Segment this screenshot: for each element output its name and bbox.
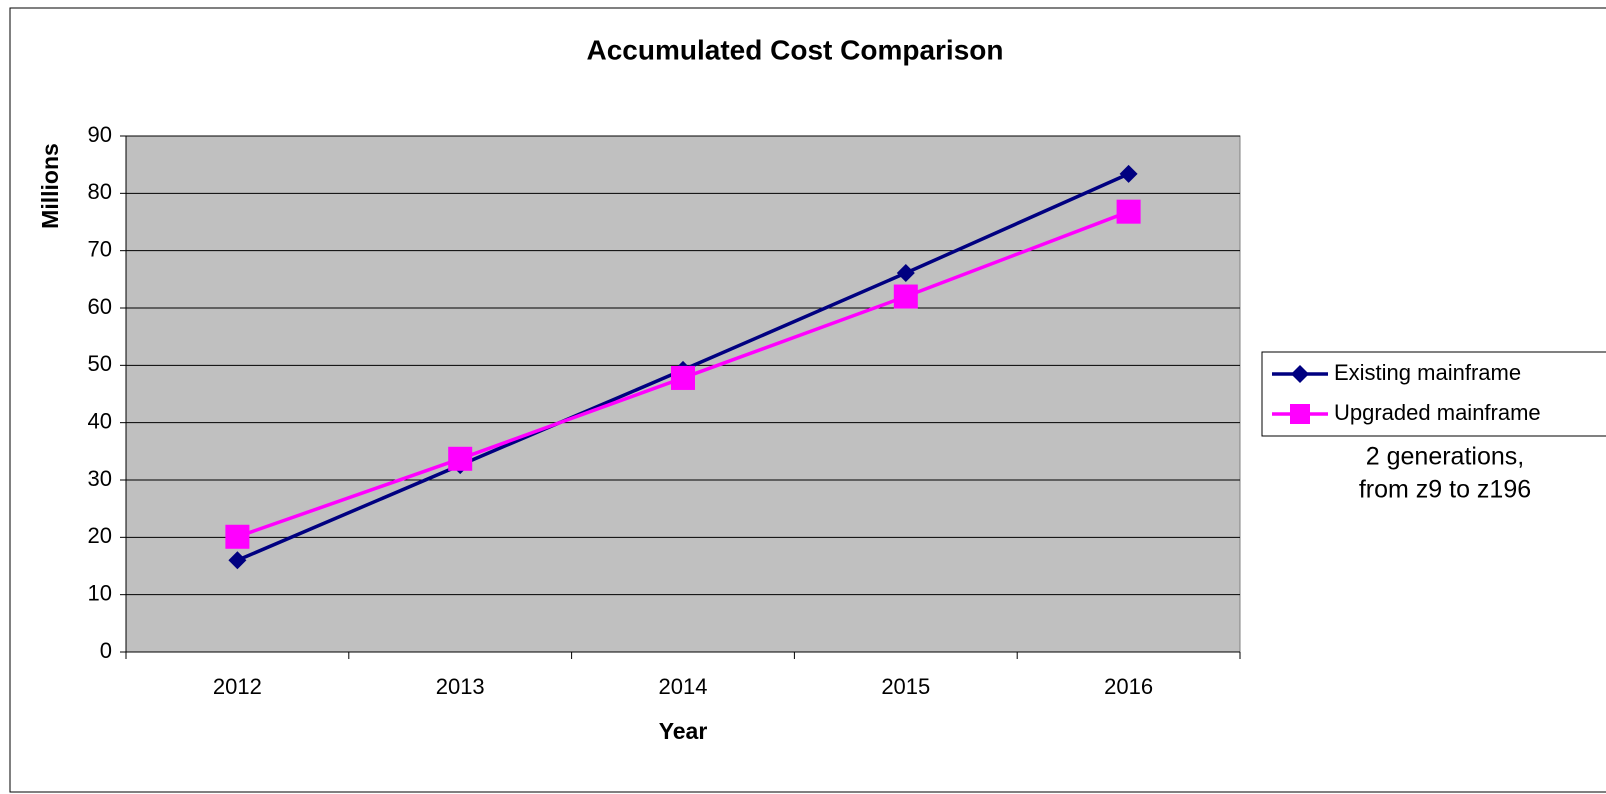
plot-area xyxy=(125,135,1241,653)
marker xyxy=(671,365,695,390)
legend-marker xyxy=(1290,404,1310,424)
x-tick-label: 2013 xyxy=(436,674,485,699)
y-tick-label: 0 xyxy=(100,638,112,663)
annotation: from z9 to z196 xyxy=(1359,476,1531,504)
x-tick-label: 2014 xyxy=(659,674,708,699)
legend-label: Existing mainframe xyxy=(1334,360,1521,385)
x-axis-label: Year xyxy=(659,718,708,744)
marker xyxy=(893,284,918,309)
annotation: 2 generations, xyxy=(1366,443,1524,471)
marker xyxy=(448,446,473,471)
y-tick-label: 20 xyxy=(88,523,112,548)
marker xyxy=(1116,199,1141,224)
x-tick-label: 2012 xyxy=(213,674,262,699)
y-tick-label: 10 xyxy=(88,580,112,605)
legend-marker xyxy=(1291,365,1309,383)
y-tick-label: 30 xyxy=(88,466,112,491)
legend-box xyxy=(1261,351,1606,437)
y-tick-label: 70 xyxy=(88,236,112,261)
x-tick-label: 2015 xyxy=(881,674,930,699)
x-tick-label: 2016 xyxy=(1104,674,1153,699)
y-tick-label: 50 xyxy=(88,351,112,376)
chart-title: Accumulated Cost Comparison xyxy=(587,34,1004,65)
legend-label: Upgraded mainframe xyxy=(1334,400,1541,425)
marker xyxy=(1119,164,1138,183)
y-tick-label: 40 xyxy=(88,408,112,433)
y-tick-label: 60 xyxy=(88,294,112,319)
y-tick-label: 80 xyxy=(88,179,112,204)
marker xyxy=(896,264,915,283)
marker xyxy=(228,551,247,570)
marker xyxy=(225,524,250,549)
y-axis-label: Millions xyxy=(37,143,63,229)
y-tick-label: 90 xyxy=(88,122,112,147)
